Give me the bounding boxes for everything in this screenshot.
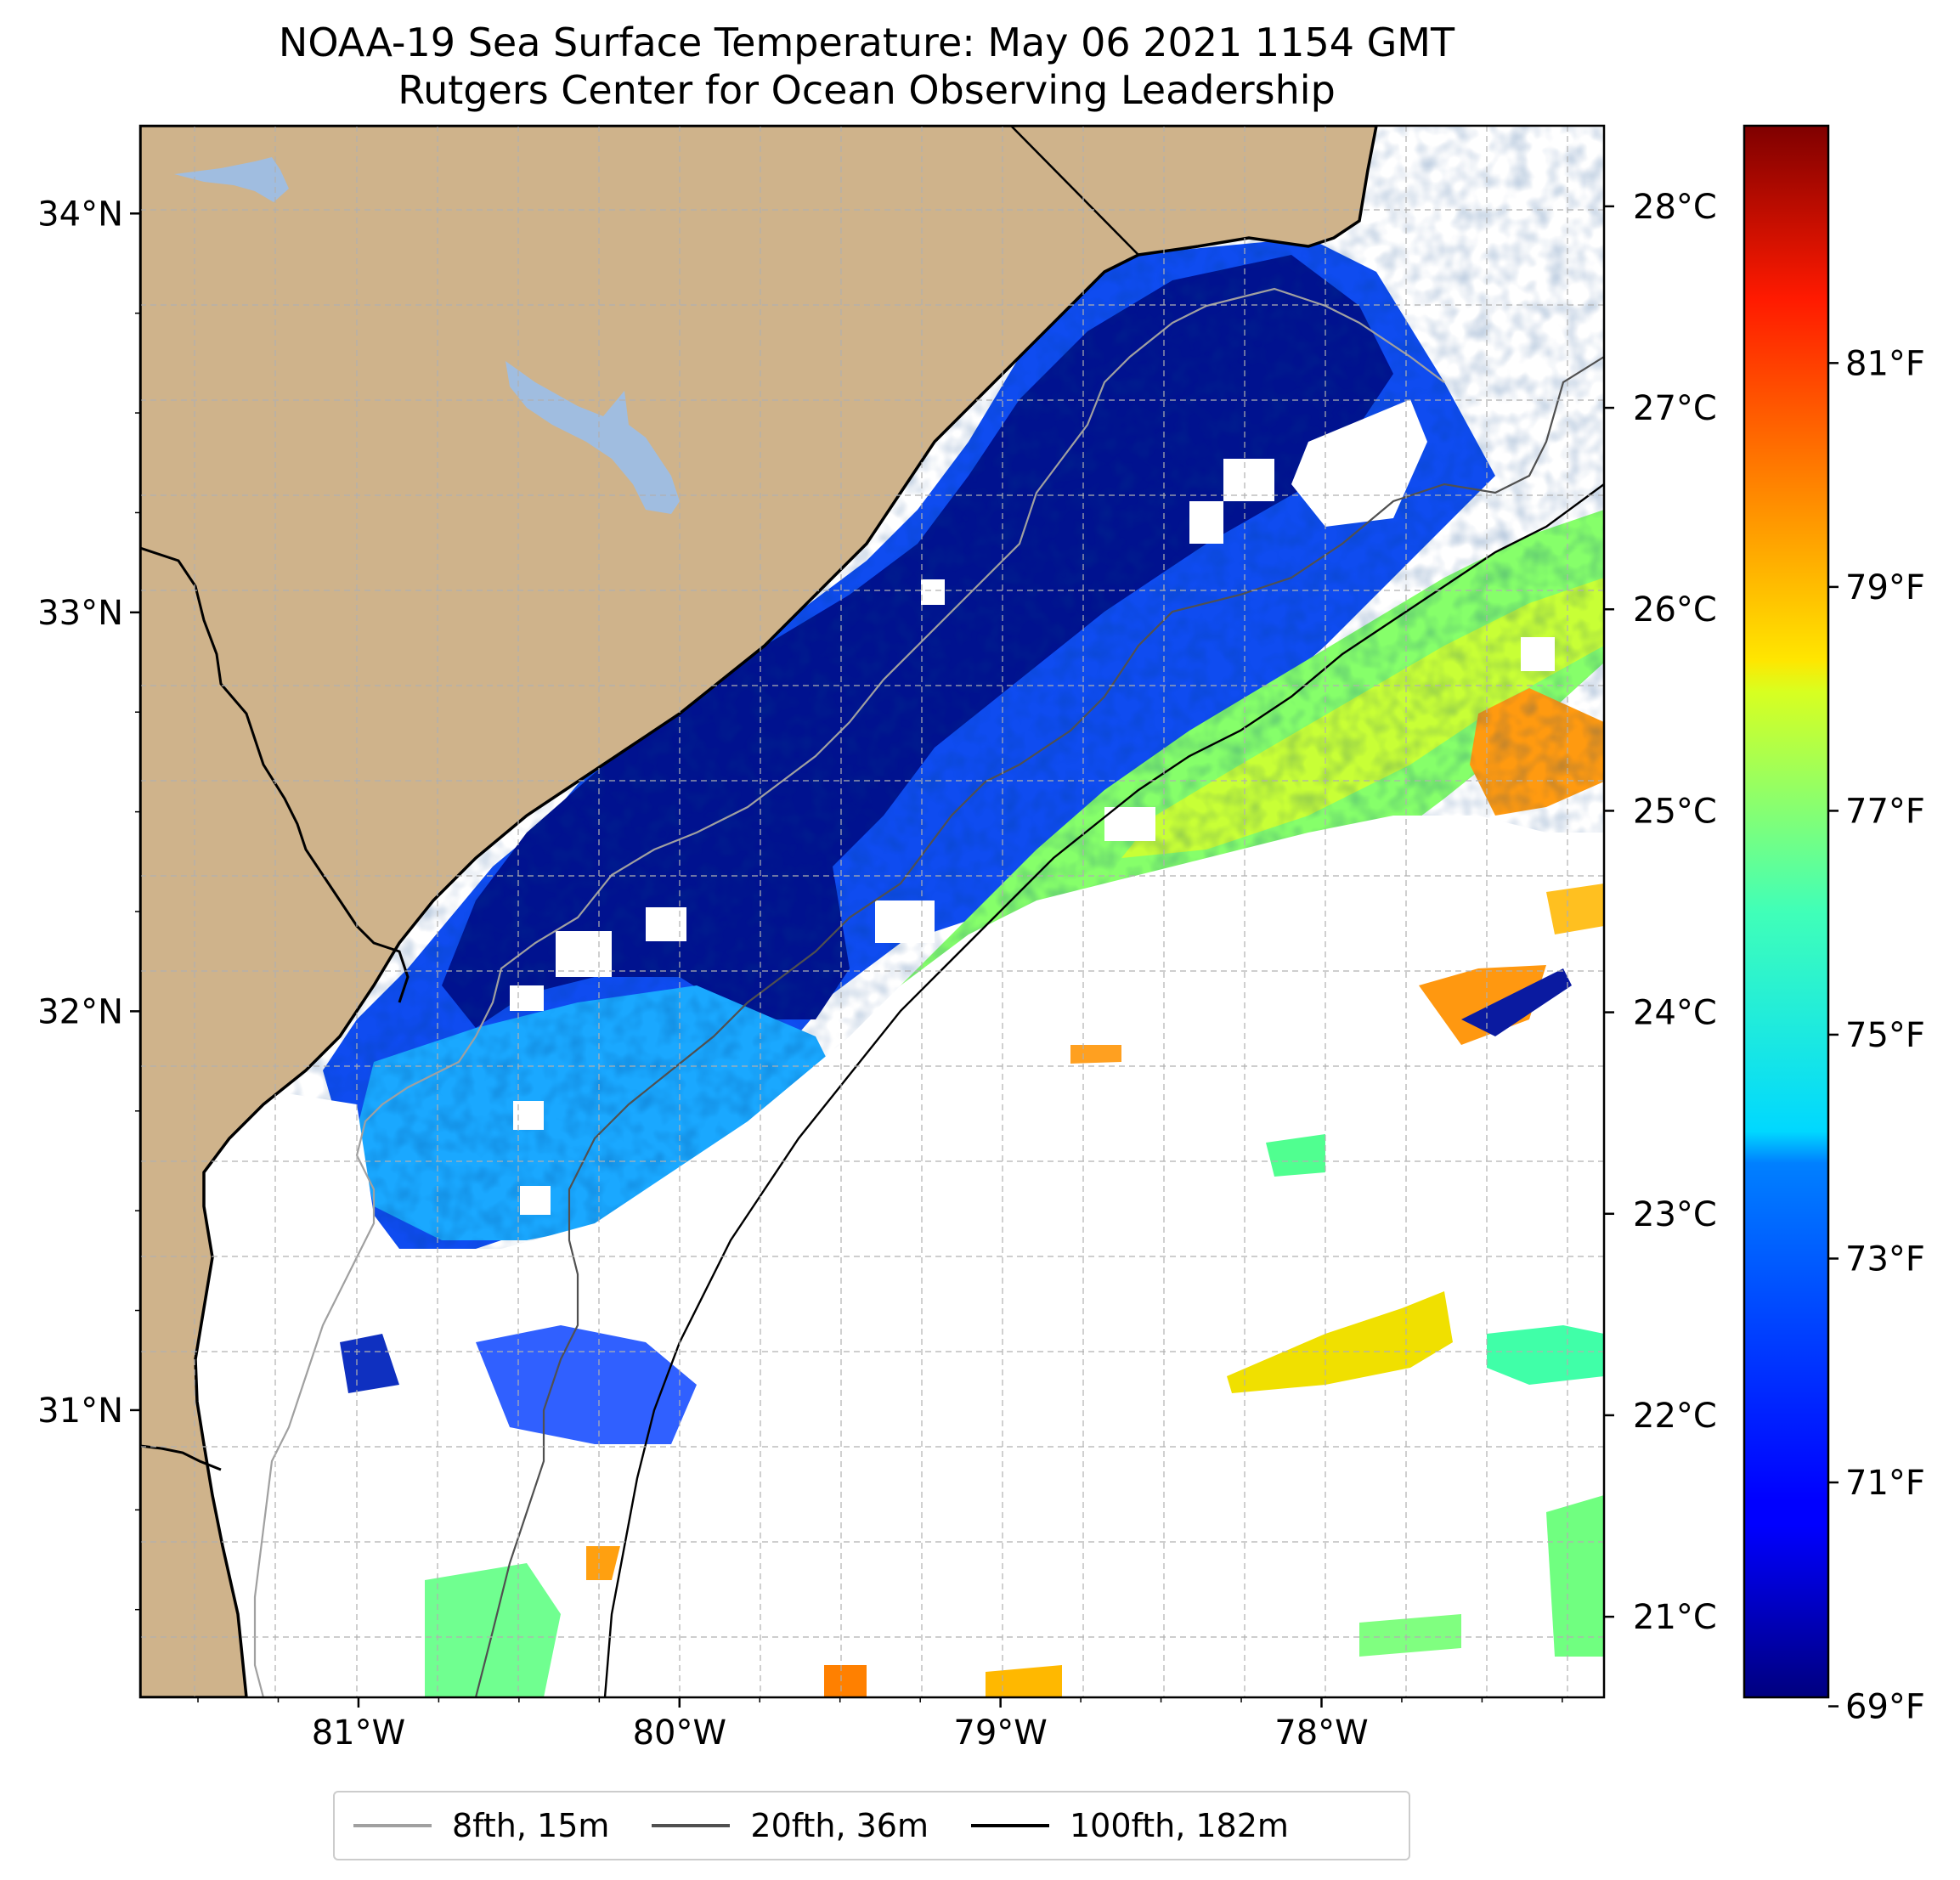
cloud-gap xyxy=(646,907,686,941)
lon-tick-label: 81°W xyxy=(312,1713,405,1753)
sst-patch xyxy=(1070,1045,1121,1064)
cloud-gap xyxy=(1521,637,1555,671)
chart-subtitle: Rutgers Center for Ocean Observing Leade… xyxy=(398,67,1336,113)
legend-swatch-20fth xyxy=(652,1824,731,1827)
lon-tick-label: 78°W xyxy=(1274,1713,1368,1753)
contour-100fth xyxy=(603,483,1604,1697)
cloud-gap xyxy=(520,1186,551,1215)
cloud-gap xyxy=(921,579,945,605)
cloud-gap-large xyxy=(140,816,1604,1697)
sst-scattered-patches xyxy=(340,884,1604,1697)
legend-label: 100fth, 182m xyxy=(1069,1807,1289,1844)
contour-20fth xyxy=(474,356,1604,1697)
sst-patch xyxy=(476,1325,697,1444)
celsius-tick-label: 21°C xyxy=(1633,1598,1717,1637)
sst-patch xyxy=(1419,965,1546,1045)
latitude-axis: 34°N 33°N 32°N 31°N xyxy=(37,195,140,1611)
colorbar-ramp xyxy=(1743,124,1830,1699)
celsius-tick-label: 28°C xyxy=(1633,188,1717,227)
sst-patch xyxy=(986,1665,1062,1697)
cloud-gap xyxy=(1189,501,1223,544)
celsius-tick-label: 27°C xyxy=(1633,389,1717,428)
fahrenheit-tick-label: 73°F xyxy=(1845,1239,1925,1279)
sst-patch xyxy=(340,1334,399,1393)
cloud-gap xyxy=(510,985,544,1011)
land-area xyxy=(140,126,1378,1697)
colorbar-celsius-axis: 28°C 27°C 26°C 25°C 24°C 23°C 22°C 21°C xyxy=(1604,188,1717,1637)
cloud-gap xyxy=(556,931,612,977)
fahrenheit-tick-label: 71°F xyxy=(1845,1464,1925,1503)
cloud-gap xyxy=(1223,459,1274,501)
chart-title: NOAA-19 Sea Surface Temperature: May 06 … xyxy=(278,20,1455,65)
celsius-tick-label: 24°C xyxy=(1633,994,1717,1033)
lat-tick-label: 34°N xyxy=(37,195,123,234)
state-boundary xyxy=(140,546,410,1003)
contour-8fth xyxy=(253,287,1445,1697)
sst-patch xyxy=(586,1546,620,1580)
map-content xyxy=(140,126,1604,1697)
fahrenheit-tick-label: 77°F xyxy=(1845,792,1925,831)
legend-item-8fth: 8fth, 15m xyxy=(353,1807,609,1844)
state-boundary xyxy=(1010,126,1139,256)
fahrenheit-tick-label: 79°F xyxy=(1845,568,1925,607)
celsius-tick-label: 25°C xyxy=(1633,792,1717,831)
sst-patch xyxy=(1227,1291,1453,1393)
legend-swatch-100fth xyxy=(970,1824,1049,1827)
legend-label: 8fth, 15m xyxy=(452,1807,610,1844)
legend-item-100fth: 100fth, 182m xyxy=(970,1807,1289,1844)
fahrenheit-tick-label: 69°F xyxy=(1845,1688,1925,1727)
legend-swatch-8fth xyxy=(353,1824,432,1827)
state-boundary xyxy=(140,1444,222,1471)
sst-patch xyxy=(1487,1325,1604,1385)
lat-tick-label: 33°N xyxy=(37,594,123,633)
celsius-tick-label: 26°C xyxy=(1633,590,1717,629)
longitude-axis: 81°W 80°W 79°W 78°W xyxy=(197,1697,1563,1753)
sst-patch xyxy=(1266,1134,1325,1177)
lat-tick-label: 31°N xyxy=(37,1392,123,1431)
lake xyxy=(174,157,289,202)
sst-patch xyxy=(1546,1495,1604,1657)
sst-patch xyxy=(1359,1614,1461,1657)
lon-tick-label: 80°W xyxy=(633,1713,726,1753)
cloud-gap xyxy=(875,900,935,943)
fahrenheit-tick-label: 75°F xyxy=(1845,1016,1925,1055)
fahrenheit-tick-label: 81°F xyxy=(1845,344,1925,383)
sst-patch xyxy=(824,1665,867,1697)
depth-contour-legend: 8fth, 15m 20fth, 36m 100fth, 182m xyxy=(333,1791,1410,1860)
lon-tick-label: 79°W xyxy=(953,1713,1047,1753)
celsius-tick-label: 22°C xyxy=(1633,1397,1717,1436)
sst-patch xyxy=(1461,968,1572,1036)
lat-tick-label: 32°N xyxy=(37,992,123,1031)
colorbar-fahrenheit-axis: 81°F 79°F 77°F 75°F 73°F 71°F 69°F xyxy=(1828,344,1925,1727)
cloud-gap xyxy=(513,1101,544,1130)
celsius-tick-label: 23°C xyxy=(1633,1195,1717,1234)
lake xyxy=(506,361,680,514)
gridlines xyxy=(140,126,1604,1697)
cloud-gap xyxy=(1104,807,1155,841)
legend-item-20fth: 20fth, 36m xyxy=(652,1807,929,1844)
legend-label: 20fth, 36m xyxy=(750,1807,929,1844)
sst-patch xyxy=(1546,884,1604,934)
